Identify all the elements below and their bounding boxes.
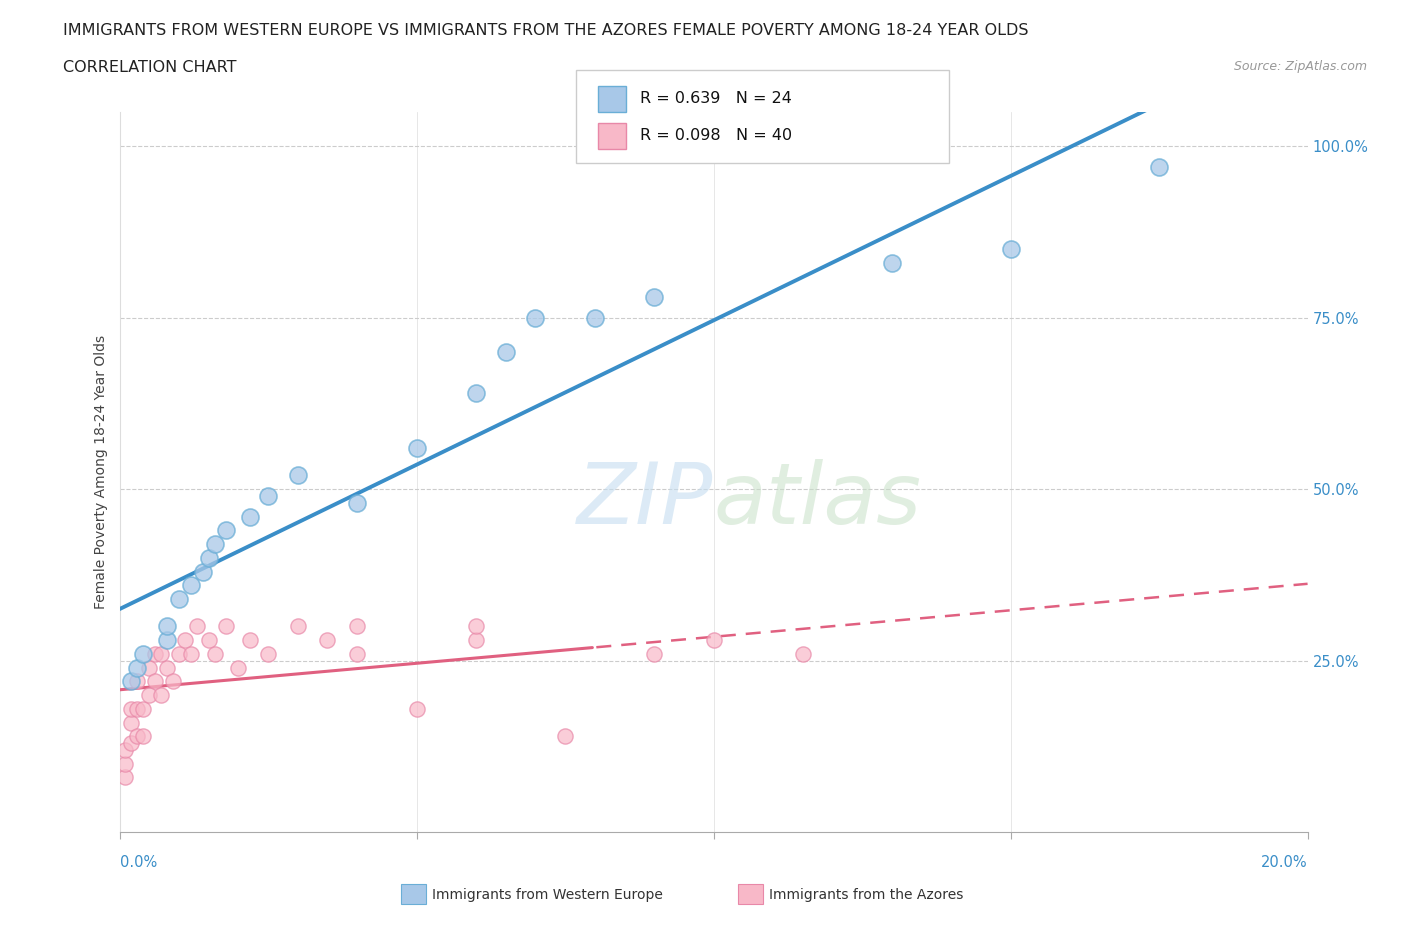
- Point: [346, 619, 368, 634]
- Point: [405, 441, 427, 456]
- Point: [156, 632, 179, 647]
- Point: [464, 386, 486, 401]
- Point: [167, 591, 190, 606]
- Point: [127, 660, 149, 675]
- Text: ZIP: ZIP: [578, 459, 713, 542]
- Point: [197, 632, 219, 647]
- Point: [287, 619, 309, 634]
- Point: [197, 551, 219, 565]
- Point: [127, 674, 149, 689]
- Point: [316, 632, 339, 647]
- Point: [156, 660, 179, 675]
- Text: Immigrants from the Azores: Immigrants from the Azores: [769, 887, 963, 902]
- Point: [132, 701, 155, 716]
- Point: [346, 496, 368, 511]
- Point: [239, 509, 262, 524]
- Point: [1147, 159, 1170, 174]
- Point: [257, 488, 280, 503]
- Point: [1000, 242, 1022, 257]
- Point: [132, 646, 155, 661]
- Point: [173, 632, 195, 647]
- Text: 20.0%: 20.0%: [1261, 855, 1308, 870]
- Point: [127, 701, 149, 716]
- Point: [643, 646, 665, 661]
- Point: [204, 646, 226, 661]
- Point: [120, 674, 142, 689]
- Point: [204, 537, 226, 551]
- Point: [524, 310, 547, 325]
- Text: atlas: atlas: [713, 459, 921, 542]
- Text: R = 0.098   N = 40: R = 0.098 N = 40: [640, 128, 792, 143]
- Point: [138, 687, 160, 702]
- Point: [127, 729, 149, 744]
- Point: [880, 255, 903, 270]
- Text: 0.0%: 0.0%: [120, 855, 156, 870]
- Point: [287, 468, 309, 483]
- Point: [150, 687, 173, 702]
- Point: [162, 674, 184, 689]
- Point: [643, 289, 665, 304]
- Point: [120, 715, 142, 730]
- Point: [180, 646, 202, 661]
- Point: [150, 646, 173, 661]
- Point: [257, 646, 280, 661]
- Point: [215, 523, 238, 538]
- Point: [464, 632, 486, 647]
- Point: [114, 742, 136, 757]
- Point: [143, 646, 166, 661]
- Point: [215, 619, 238, 634]
- Point: [114, 770, 136, 785]
- Point: [120, 701, 142, 716]
- Point: [167, 646, 190, 661]
- Text: R = 0.639   N = 24: R = 0.639 N = 24: [640, 91, 792, 106]
- Text: IMMIGRANTS FROM WESTERN EUROPE VS IMMIGRANTS FROM THE AZORES FEMALE POVERTY AMON: IMMIGRANTS FROM WESTERN EUROPE VS IMMIGR…: [63, 23, 1029, 38]
- Point: [346, 646, 368, 661]
- Point: [239, 632, 262, 647]
- Point: [405, 701, 427, 716]
- Point: [792, 646, 814, 661]
- Text: Source: ZipAtlas.com: Source: ZipAtlas.com: [1233, 60, 1367, 73]
- Y-axis label: Female Poverty Among 18-24 Year Olds: Female Poverty Among 18-24 Year Olds: [94, 335, 108, 609]
- Point: [464, 619, 486, 634]
- Point: [138, 660, 160, 675]
- Point: [120, 736, 142, 751]
- Point: [583, 310, 606, 325]
- Point: [132, 729, 155, 744]
- Point: [186, 619, 208, 634]
- Point: [143, 674, 166, 689]
- Point: [191, 565, 214, 579]
- Point: [554, 729, 576, 744]
- Point: [495, 344, 517, 359]
- Point: [156, 619, 179, 634]
- Point: [702, 632, 725, 647]
- Point: [114, 756, 136, 771]
- Text: Immigrants from Western Europe: Immigrants from Western Europe: [432, 887, 662, 902]
- Text: CORRELATION CHART: CORRELATION CHART: [63, 60, 236, 75]
- Point: [228, 660, 250, 675]
- Point: [180, 578, 202, 592]
